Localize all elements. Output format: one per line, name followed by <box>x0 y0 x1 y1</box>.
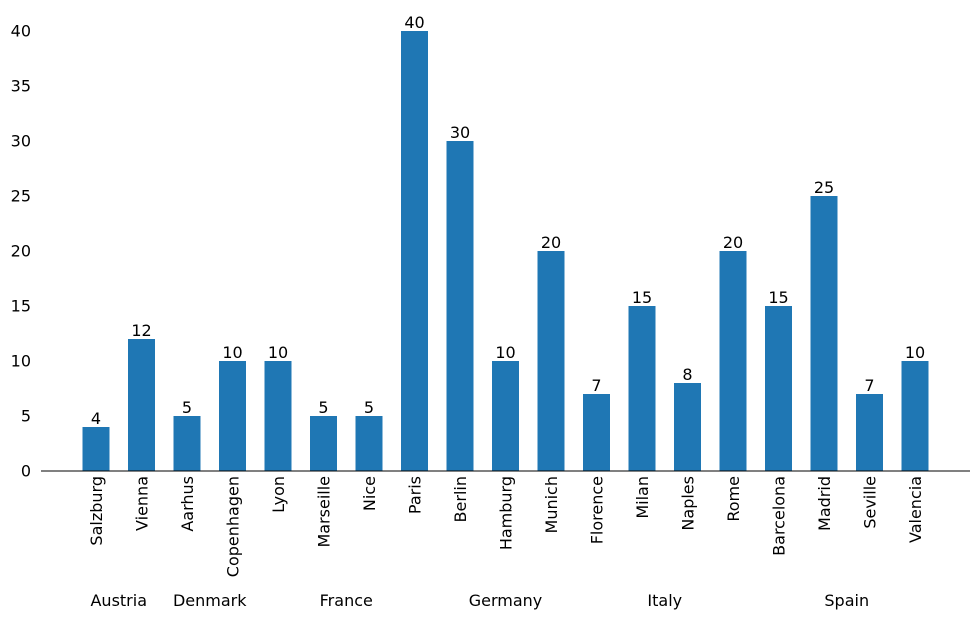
bar-value-label: 5 <box>364 398 374 417</box>
bar-value-label: 7 <box>864 376 874 395</box>
bar <box>128 339 155 471</box>
bar-value-label: 12 <box>131 321 151 340</box>
x-category-label: Florence <box>588 476 607 544</box>
x-category-label: Paris <box>406 476 425 514</box>
bar-value-label: 4 <box>91 409 101 428</box>
group-label: Denmark <box>173 591 247 610</box>
bar-value-label: 10 <box>905 343 925 362</box>
bar <box>810 196 838 471</box>
bar <box>446 141 474 471</box>
group-labels: Austria Denmark France Germany Italy Spain <box>90 591 869 610</box>
y-tick-label: 35 <box>11 77 31 96</box>
bar <box>901 361 929 471</box>
x-category-label: Munich <box>542 476 561 533</box>
bar-value-label: 10 <box>222 343 242 362</box>
y-tick-label: 5 <box>21 407 31 426</box>
bar-value-label: 20 <box>723 233 743 252</box>
bar <box>583 394 610 471</box>
bar <box>310 416 337 471</box>
bar-value-label: 20 <box>541 233 561 252</box>
group-label: Italy <box>647 591 682 610</box>
bar <box>719 251 747 471</box>
y-tick-label: 20 <box>11 242 31 261</box>
bar-value-label: 10 <box>495 343 515 362</box>
bar <box>628 306 656 471</box>
bar-value-label: 5 <box>318 398 328 417</box>
bar-value-label: 30 <box>450 123 470 142</box>
bar <box>765 306 792 471</box>
bar-value-label: 15 <box>632 288 652 307</box>
y-axis: 0 5 10 15 20 25 30 35 40 <box>11 22 31 481</box>
bar <box>401 31 428 471</box>
bar <box>856 394 883 471</box>
bar <box>492 361 519 471</box>
bar <box>674 383 701 471</box>
bar-value-labels: 4 12 5 10 10 5 5 40 30 10 20 7 15 8 20 15 25 7 10 <box>91 13 925 428</box>
bar-value-label: 40 <box>404 13 424 32</box>
group-label: Germany <box>469 591 543 610</box>
x-category-label: Rome <box>724 476 743 522</box>
x-category-label: Nice <box>360 476 379 511</box>
x-category-label: Naples <box>679 476 698 531</box>
bar-value-label: 5 <box>182 398 192 417</box>
x-category-label: Aarhus <box>178 476 197 532</box>
x-category-labels: Salzburg Vienna Aarhus Copenhagen Lyon Marsei… <box>87 476 925 577</box>
bar <box>82 427 110 471</box>
y-tick-label: 15 <box>11 297 31 316</box>
x-category-label: Hamburg <box>497 476 516 550</box>
x-category-label: Berlin <box>451 476 470 522</box>
y-tick-label: 0 <box>21 462 31 481</box>
bar <box>355 416 383 471</box>
group-label: Austria <box>90 591 147 610</box>
x-category-label: Copenhagen <box>224 476 243 577</box>
bar <box>219 361 246 471</box>
x-category-label: Valencia <box>906 476 925 543</box>
bar-value-label: 7 <box>591 376 601 395</box>
bars <box>82 31 929 471</box>
bar-value-label: 8 <box>682 365 692 384</box>
bar-value-label: 25 <box>814 178 834 197</box>
x-category-label: Marseille <box>315 476 334 548</box>
bar-value-label: 15 <box>768 288 788 307</box>
y-tick-label: 40 <box>11 22 31 41</box>
y-tick-label: 30 <box>11 132 31 151</box>
x-category-label: Vienna <box>133 476 152 531</box>
bar <box>537 251 565 471</box>
group-label: France <box>320 591 373 610</box>
bar-value-label: 10 <box>268 343 288 362</box>
x-category-label: Salzburg <box>87 476 106 546</box>
x-category-label: Lyon <box>269 476 288 513</box>
bar <box>173 416 201 471</box>
y-tick-label: 25 <box>11 187 31 206</box>
x-category-label: Madrid <box>815 476 834 531</box>
x-category-label: Milan <box>633 476 652 519</box>
x-category-label: Barcelona <box>770 476 789 556</box>
group-label: Spain <box>824 591 869 610</box>
x-category-label: Seville <box>861 476 880 529</box>
y-tick-label: 10 <box>11 352 31 371</box>
bar <box>264 361 292 471</box>
